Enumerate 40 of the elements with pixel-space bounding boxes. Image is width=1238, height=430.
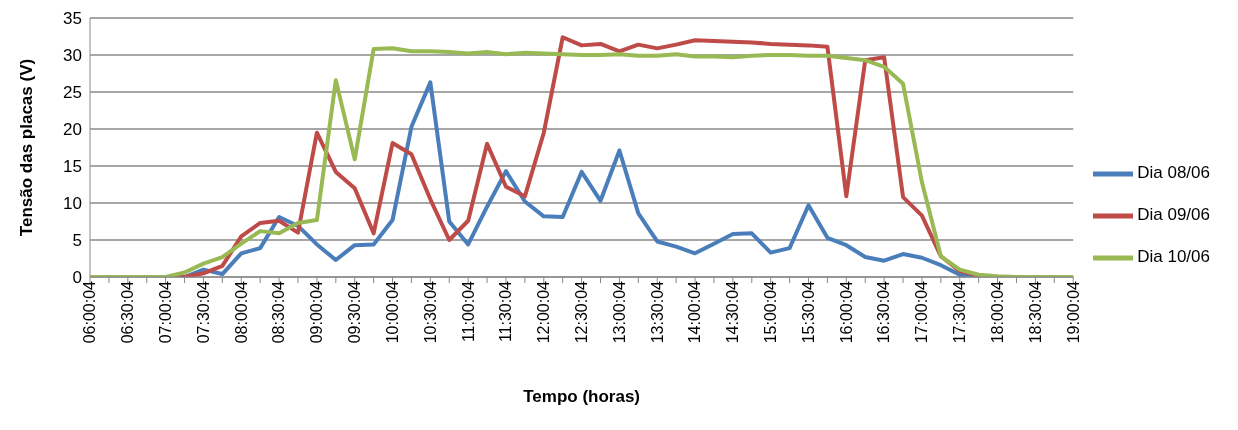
x-tick-label: 16:00:04 <box>837 280 855 344</box>
y-tick-label: 10 <box>63 194 82 214</box>
x-tick-label: 06:00:04 <box>81 280 99 344</box>
y-tick-label: 20 <box>63 120 82 140</box>
x-tick-label: 19:00:04 <box>1064 280 1082 344</box>
legend-label: Dia 09/06 <box>1137 205 1210 224</box>
x-tick-label: 14:30:04 <box>724 280 742 344</box>
y-tick-label: 35 <box>63 9 82 29</box>
x-tick-label: 09:30:04 <box>346 280 364 344</box>
x-tick-label: 06:30:04 <box>119 280 137 344</box>
y-tick-label: 30 <box>63 46 82 66</box>
legend-label: Dia 10/06 <box>1137 247 1210 266</box>
x-tick-label: 15:00:04 <box>762 280 780 344</box>
x-tick-label: 12:00:04 <box>535 280 553 344</box>
x-tick-label: 15:30:04 <box>799 280 817 344</box>
x-axis-title: Tempo (horas) <box>523 387 641 406</box>
y-tick-label: 15 <box>63 157 82 177</box>
x-tick-label: 11:30:04 <box>497 280 515 343</box>
x-tick-label: 18:00:04 <box>988 280 1006 344</box>
x-tick-label: 17:30:04 <box>951 280 969 344</box>
x-tick-label: 13:00:04 <box>610 280 628 344</box>
x-tick-label: 08:00:04 <box>232 280 250 344</box>
x-tick-label: 11:00:04 <box>459 280 477 343</box>
x-tick-label: 07:30:04 <box>194 280 212 344</box>
x-tick-label: 17:00:04 <box>913 280 931 344</box>
x-tick-label: 16:30:04 <box>875 280 893 344</box>
y-tick-label: 25 <box>63 83 82 103</box>
y-tick-label: 0 <box>72 268 82 288</box>
x-tick-label: 14:00:04 <box>686 280 704 344</box>
x-tick-label: 10:30:04 <box>421 280 439 344</box>
x-tick-label: 07:00:04 <box>156 280 174 344</box>
x-tick-label: 10:00:04 <box>383 280 401 344</box>
y-axis-title: Tensão das placas (V) <box>17 58 37 237</box>
legend-label: Dia 08/06 <box>1137 163 1210 182</box>
x-tick-label: 12:30:04 <box>572 280 590 344</box>
x-tick-label: 18:30:04 <box>1026 280 1044 344</box>
x-tick-label: 08:30:04 <box>270 280 288 344</box>
y-tick-label: 5 <box>72 231 82 251</box>
x-tick-label: 09:00:04 <box>308 280 326 344</box>
x-tick-label: 13:30:04 <box>648 280 666 344</box>
